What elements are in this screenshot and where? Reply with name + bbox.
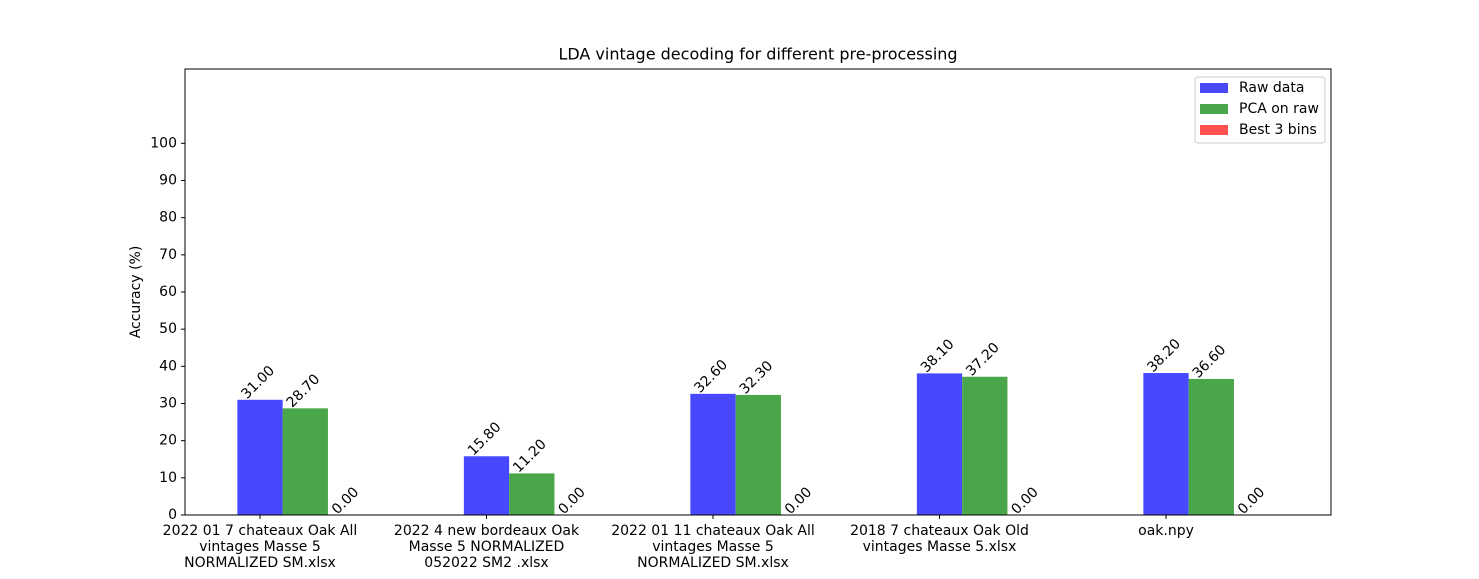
- y-tick-label: 10: [159, 470, 177, 486]
- legend-swatch: [1200, 125, 1228, 135]
- bar: [282, 408, 328, 515]
- plot-frame: [184, 68, 1332, 516]
- y-tick-label: 30: [159, 396, 177, 412]
- value-label: 0.00: [1008, 484, 1041, 517]
- y-axis-label: Accuracy (%): [128, 246, 144, 339]
- value-label: 0.00: [329, 484, 362, 517]
- bar: [463, 456, 510, 515]
- y-tick-label: 60: [159, 284, 177, 300]
- bar: [509, 473, 555, 515]
- bar: [1188, 378, 1234, 515]
- value-label: 37.20: [963, 340, 1003, 380]
- value-label: 15.80: [465, 419, 505, 459]
- bar: [237, 399, 283, 515]
- value-label: 28.70: [284, 371, 324, 411]
- y-tick-label: 50: [159, 321, 177, 337]
- value-label: 36.60: [1190, 342, 1230, 382]
- x-tick-label: 2022 01 11 chateaux Oak All vintages Mas…: [611, 523, 815, 571]
- x-tick-label: 2018 7 chateaux Oak Old vintages Masse 5…: [850, 523, 1029, 555]
- bar: [690, 393, 736, 515]
- y-tick-label: 80: [159, 210, 177, 226]
- x-tick-label: 2022 4 new bordeaux Oak Masse 5 NORMALIZ…: [393, 523, 580, 571]
- legend-swatch: [1200, 83, 1228, 93]
- y-tick-label: 100: [150, 135, 177, 151]
- value-label: 32.30: [737, 358, 777, 398]
- bar: [735, 394, 781, 515]
- value-label: 0.00: [782, 484, 815, 517]
- y-tick-label: 20: [159, 433, 177, 449]
- x-tick-label: oak.npy: [1138, 523, 1194, 539]
- y-tick-label: 0: [168, 507, 177, 523]
- bar: [962, 376, 1008, 515]
- bar: [1143, 373, 1189, 515]
- legend-swatch: [1200, 104, 1228, 114]
- bar: [916, 373, 963, 515]
- x-tick-label: 2022 01 7 chateaux Oak All vintages Mass…: [162, 523, 358, 571]
- y-tick-label: 70: [159, 247, 177, 263]
- value-label: 0.00: [1235, 484, 1268, 517]
- legend-label: Raw data: [1239, 80, 1304, 96]
- value-label: 38.20: [1144, 336, 1184, 376]
- value-label: 31.00: [238, 363, 278, 403]
- value-label: 38.10: [918, 336, 958, 376]
- y-tick-label: 90: [159, 173, 177, 189]
- chart-title: LDA vintage decoding for different pre-p…: [558, 45, 957, 64]
- y-tick-label: 40: [159, 358, 177, 374]
- value-label: 0.00: [555, 484, 588, 517]
- value-label: 11.20: [510, 436, 550, 476]
- legend-label: Best 3 bins: [1239, 122, 1317, 138]
- value-label: 32.60: [691, 357, 731, 397]
- legend-label: PCA on raw: [1239, 101, 1319, 117]
